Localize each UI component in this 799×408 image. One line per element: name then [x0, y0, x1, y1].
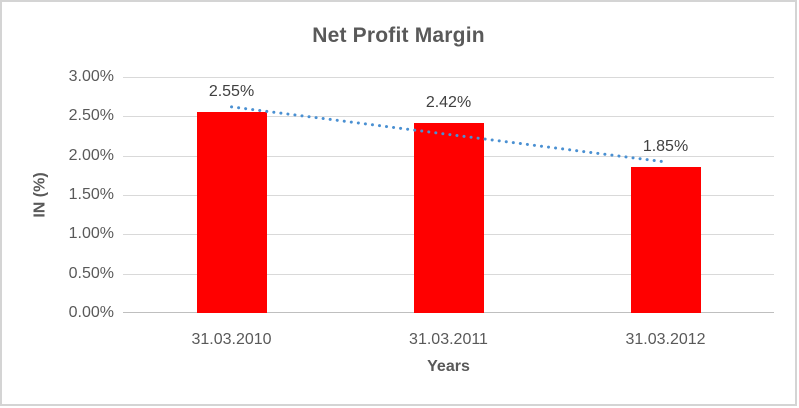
x-category-label: 31.03.2012: [625, 331, 706, 348]
y-tick-label: 3.00%: [68, 68, 114, 85]
data-label: 1.85%: [642, 138, 689, 156]
y-tick-label: 1.50%: [68, 186, 114, 203]
y-tick-label: 0.50%: [68, 264, 114, 282]
data-label: 2.55%: [208, 83, 255, 101]
x-axis-labels: 31.03.2010 31.03.2011 31.03.2012: [123, 331, 774, 353]
plot-area: 2.55% 2.42% 1.85%: [123, 77, 774, 313]
gridline: [123, 116, 774, 118]
x-category-label: 31.03.2010: [191, 331, 272, 348]
y-tick-label: 2.00%: [68, 146, 114, 164]
bar-31.03.2010: [196, 112, 267, 313]
x-axis-title: Years: [427, 358, 470, 375]
data-label: 2.42%: [425, 93, 472, 111]
y-tick-label: 0.00%: [68, 304, 114, 321]
trendline: [230, 105, 667, 164]
x-category-label: 31.03.2011: [409, 331, 488, 348]
y-tick-label: 1.00%: [68, 225, 114, 243]
chart-title: Net Profit Margin: [312, 24, 485, 47]
bar-31.03.2011: [413, 122, 484, 313]
y-axis-ticks: 3.00% 2.50% 2.00% 1.50% 1.00% 0.50% 0.00%: [2, 68, 114, 321]
gridline: [123, 77, 774, 78]
y-tick-label: 2.50%: [68, 107, 114, 125]
bar-31.03.2012: [630, 167, 701, 313]
